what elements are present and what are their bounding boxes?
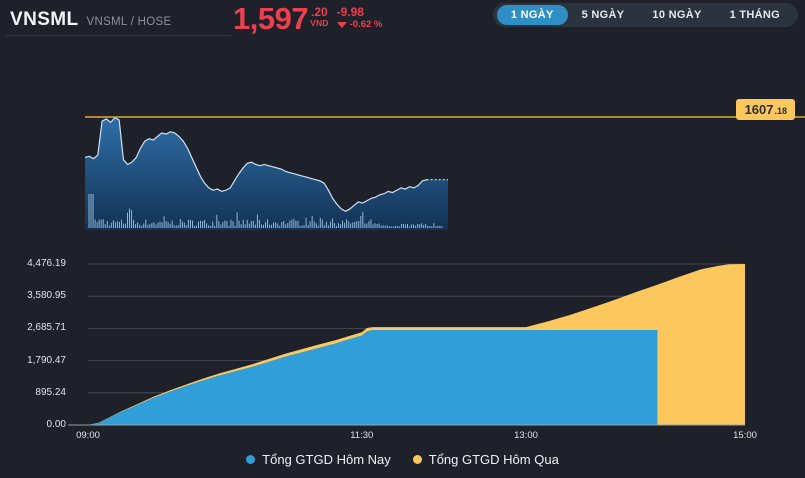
legend-label-hom-qua: Tổng GTGD Hôm Qua [428,452,559,467]
widget-header: VNSML VNSML / HOSE 1,597 .20 VND -9.98 -… [0,0,805,40]
range-tabs: 1 NGÀY 5 NGÀY 10 NGÀY 1 THÁNG [492,3,798,27]
x-tick-label: 11:30 [350,430,374,441]
y-tick-label: 4,476.19 [27,258,66,269]
y-tick-label: 895.24 [35,386,66,398]
x-tick-label: 09:00 [76,430,100,441]
price-decimal-group: .20 VND [310,2,329,29]
price-area-group [84,116,448,230]
legend-dot-hom-nay [246,455,256,464]
symbol-block: VNSML VNSML / HOSE [10,9,171,31]
x-tick-label: 15:00 [733,430,757,441]
volume-bars [88,194,443,228]
reference-price-decimal: .18 [774,106,787,116]
y-tick-label: 1,790.47 [27,354,66,366]
header-divider [6,35,231,36]
tab-5-ngay[interactable]: 5 NGÀY [581,9,625,21]
price-value: 1,597 [233,1,309,36]
change-percent-row: -0.62 % [336,19,383,31]
price-chart-panel[interactable]: 1607 .18 [0,55,805,240]
chart-legend: Tổng GTGD Hôm Nay Tổng GTGD Hôm Qua [0,452,805,467]
change-group: -9.98 -0.62 % [336,2,383,31]
tab-10-ngay[interactable]: 10 NGÀY [652,9,702,21]
tab-1-ngay[interactable]: 1 NGÀY [496,5,568,25]
reference-price-value: 1607 [744,102,774,117]
tab-1-thang[interactable]: 1 THÁNG [729,9,780,21]
legend-item-hom-nay[interactable]: Tổng GTGD Hôm Nay [246,452,391,467]
gtgd-chart-panel[interactable]: GTGD (Tỷ) 0.00895.241,790.472,685.713,58… [0,243,805,478]
caret-down-icon [336,22,347,28]
legend-label-hom-nay: Tổng GTGD Hôm Nay [262,452,391,467]
symbol-exchange: VNSML / HOSE [86,16,172,28]
price-chart-svg [84,116,805,230]
price-block: 1,597 .20 VND -9.98 -0.62 % [233,2,382,36]
y-tick-label: 0.00 [46,419,66,430]
x-tick-label: 13:00 [514,430,538,441]
legend-item-hom-qua[interactable]: Tổng GTGD Hôm Qua [412,452,559,467]
price-area-fill [85,117,448,230]
y-tick-label: 2,685.71 [27,322,66,334]
symbol-ticker: VNSML [10,9,79,30]
area-hom-nay [88,330,658,425]
y-tick-label: 3,580.95 [27,290,66,302]
reference-price-badge: 1607 .18 [735,99,795,120]
change-percent: -0.62 % [349,19,383,30]
gtgd-chart-svg [68,263,745,426]
price-decimal: .20 [311,5,328,19]
legend-dot-hom-qua [412,455,422,464]
price-line [84,116,427,212]
price-currency: VND [310,18,329,28]
change-absolute: -9.98 [336,5,364,19]
